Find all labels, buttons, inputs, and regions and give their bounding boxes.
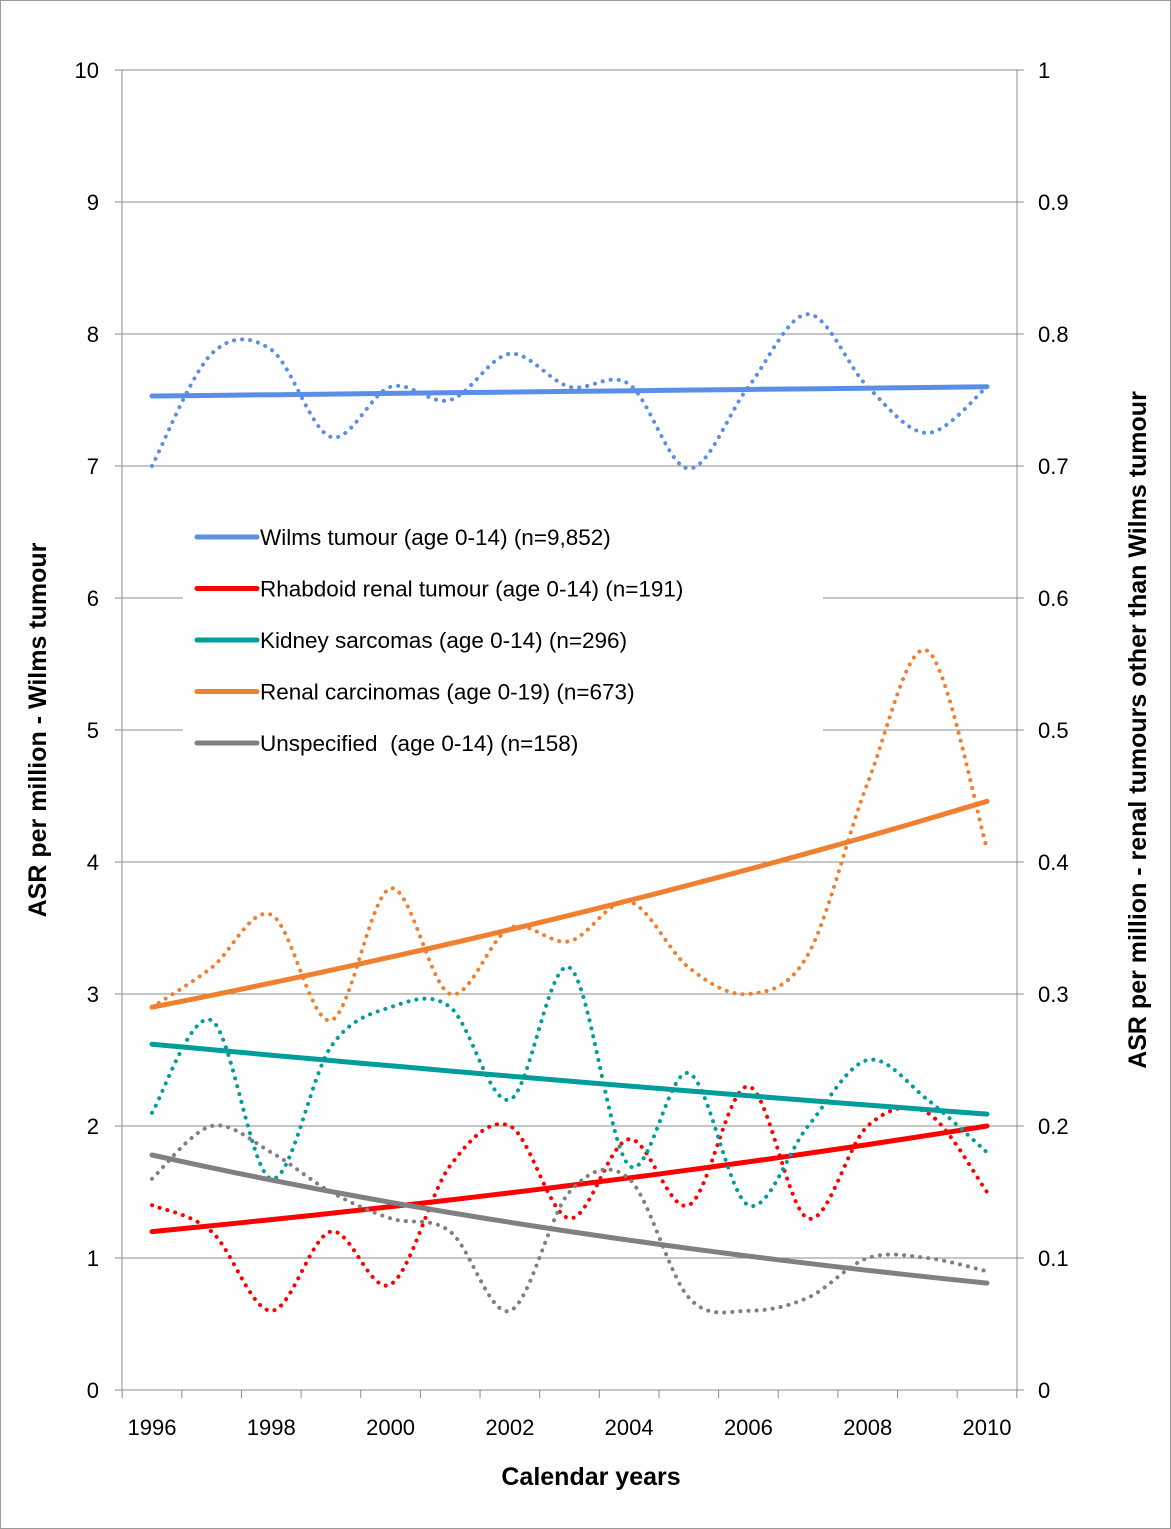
right-y-tick-label: 0.7 [1038, 454, 1069, 479]
left-y-tick-label: 10 [75, 58, 99, 83]
left-y-tick-label: 6 [87, 586, 99, 611]
right-y-tick-label: 0.1 [1038, 1246, 1069, 1271]
x-tick-label: 2006 [724, 1415, 773, 1440]
series-wilms [149, 312, 990, 471]
right-y-tick-label: 0.4 [1038, 850, 1069, 875]
series-rhabdoid [149, 1084, 990, 1313]
right-y-axis-title: ASR per million - renal tumours other th… [1124, 391, 1152, 1069]
right-y-tick-label: 0.6 [1038, 586, 1069, 611]
right-y-tick-label: 0.5 [1038, 718, 1069, 743]
series-layer [149, 312, 990, 1315]
left-y-tick-label: 0 [87, 1378, 99, 1403]
left-y-tick-label: 4 [87, 850, 99, 875]
right-y-tick-label: 1 [1038, 58, 1050, 83]
legend-entry: Wilms tumour (age 0-14) (n=9,852) [260, 525, 611, 550]
trend-line-renal [149, 798, 990, 1010]
left-y-tick-label: 9 [87, 190, 99, 215]
series-line-rhabdoid [150, 1084, 989, 1313]
x-tick-label: 2000 [366, 1415, 415, 1440]
legend-entry: Kidney sarcomas (age 0-14) (n=296) [260, 628, 627, 653]
series-unspecified [149, 1123, 990, 1315]
x-tick-label: 2004 [605, 1415, 654, 1440]
trend-line-kidney [149, 1041, 990, 1117]
right-y-tick-label: 0.9 [1038, 190, 1069, 215]
series-line-wilms [150, 312, 989, 471]
axes [121, 70, 1018, 1398]
left-y-tick-label: 5 [87, 718, 99, 743]
left-y-tick-labels: 0 1 2 3 4 5 6 7 8 9 10 [75, 58, 99, 1403]
right-y-tick-label: 0 [1038, 1378, 1050, 1403]
trend-line-rhabdoid [149, 1123, 990, 1235]
trend-line-unspecified [149, 1152, 990, 1286]
x-axis-title: Calendar years [501, 1463, 680, 1491]
x-tick-label: 2002 [485, 1415, 534, 1440]
series-renal [149, 648, 990, 1023]
series-kidney [149, 965, 990, 1208]
left-y-axis-title: ASR per million - Wilms tumour [24, 542, 52, 917]
left-y-tick-label: 1 [87, 1246, 99, 1271]
x-tick-label: 2008 [843, 1415, 892, 1440]
legend-entry: Renal carcinomas (age 0-19) (n=673) [260, 680, 635, 705]
left-y-tick-label: 2 [87, 1114, 99, 1139]
x-tick-label: 2010 [963, 1415, 1012, 1440]
right-y-tick-label: 0.8 [1038, 322, 1069, 347]
x-tick-labels: 1996 1998 2000 2002 2004 2006 2008 2010 [128, 1415, 1012, 1440]
left-y-tick-label: 8 [87, 322, 99, 347]
x-tick-label: 1998 [247, 1415, 296, 1440]
legend-entry: Rhabdoid renal tumour (age 0-14) (n=191) [260, 577, 683, 602]
left-y-tick-label: 7 [87, 454, 99, 479]
series-line-kidney [150, 965, 989, 1208]
legend-entry: Unspecified (age 0-14) (n=158) [260, 731, 578, 756]
left-y-tick-label: 3 [87, 982, 99, 1007]
legend-background [183, 512, 823, 772]
x-tick-label: 1996 [128, 1415, 177, 1440]
right-y-tick-label: 0.3 [1038, 982, 1069, 1007]
right-y-tick-labels: 0 0.1 0.2 0.3 0.4 0.5 0.6 0.7 0.8 0.9 1 [1038, 58, 1069, 1403]
right-y-tick-label: 0.2 [1038, 1114, 1069, 1139]
trend-line-wilms [149, 384, 990, 399]
legend: Wilms tumour (age 0-14) (n=9,852) Rhabdoi… [183, 512, 823, 772]
series-line-unspecified [150, 1123, 989, 1315]
